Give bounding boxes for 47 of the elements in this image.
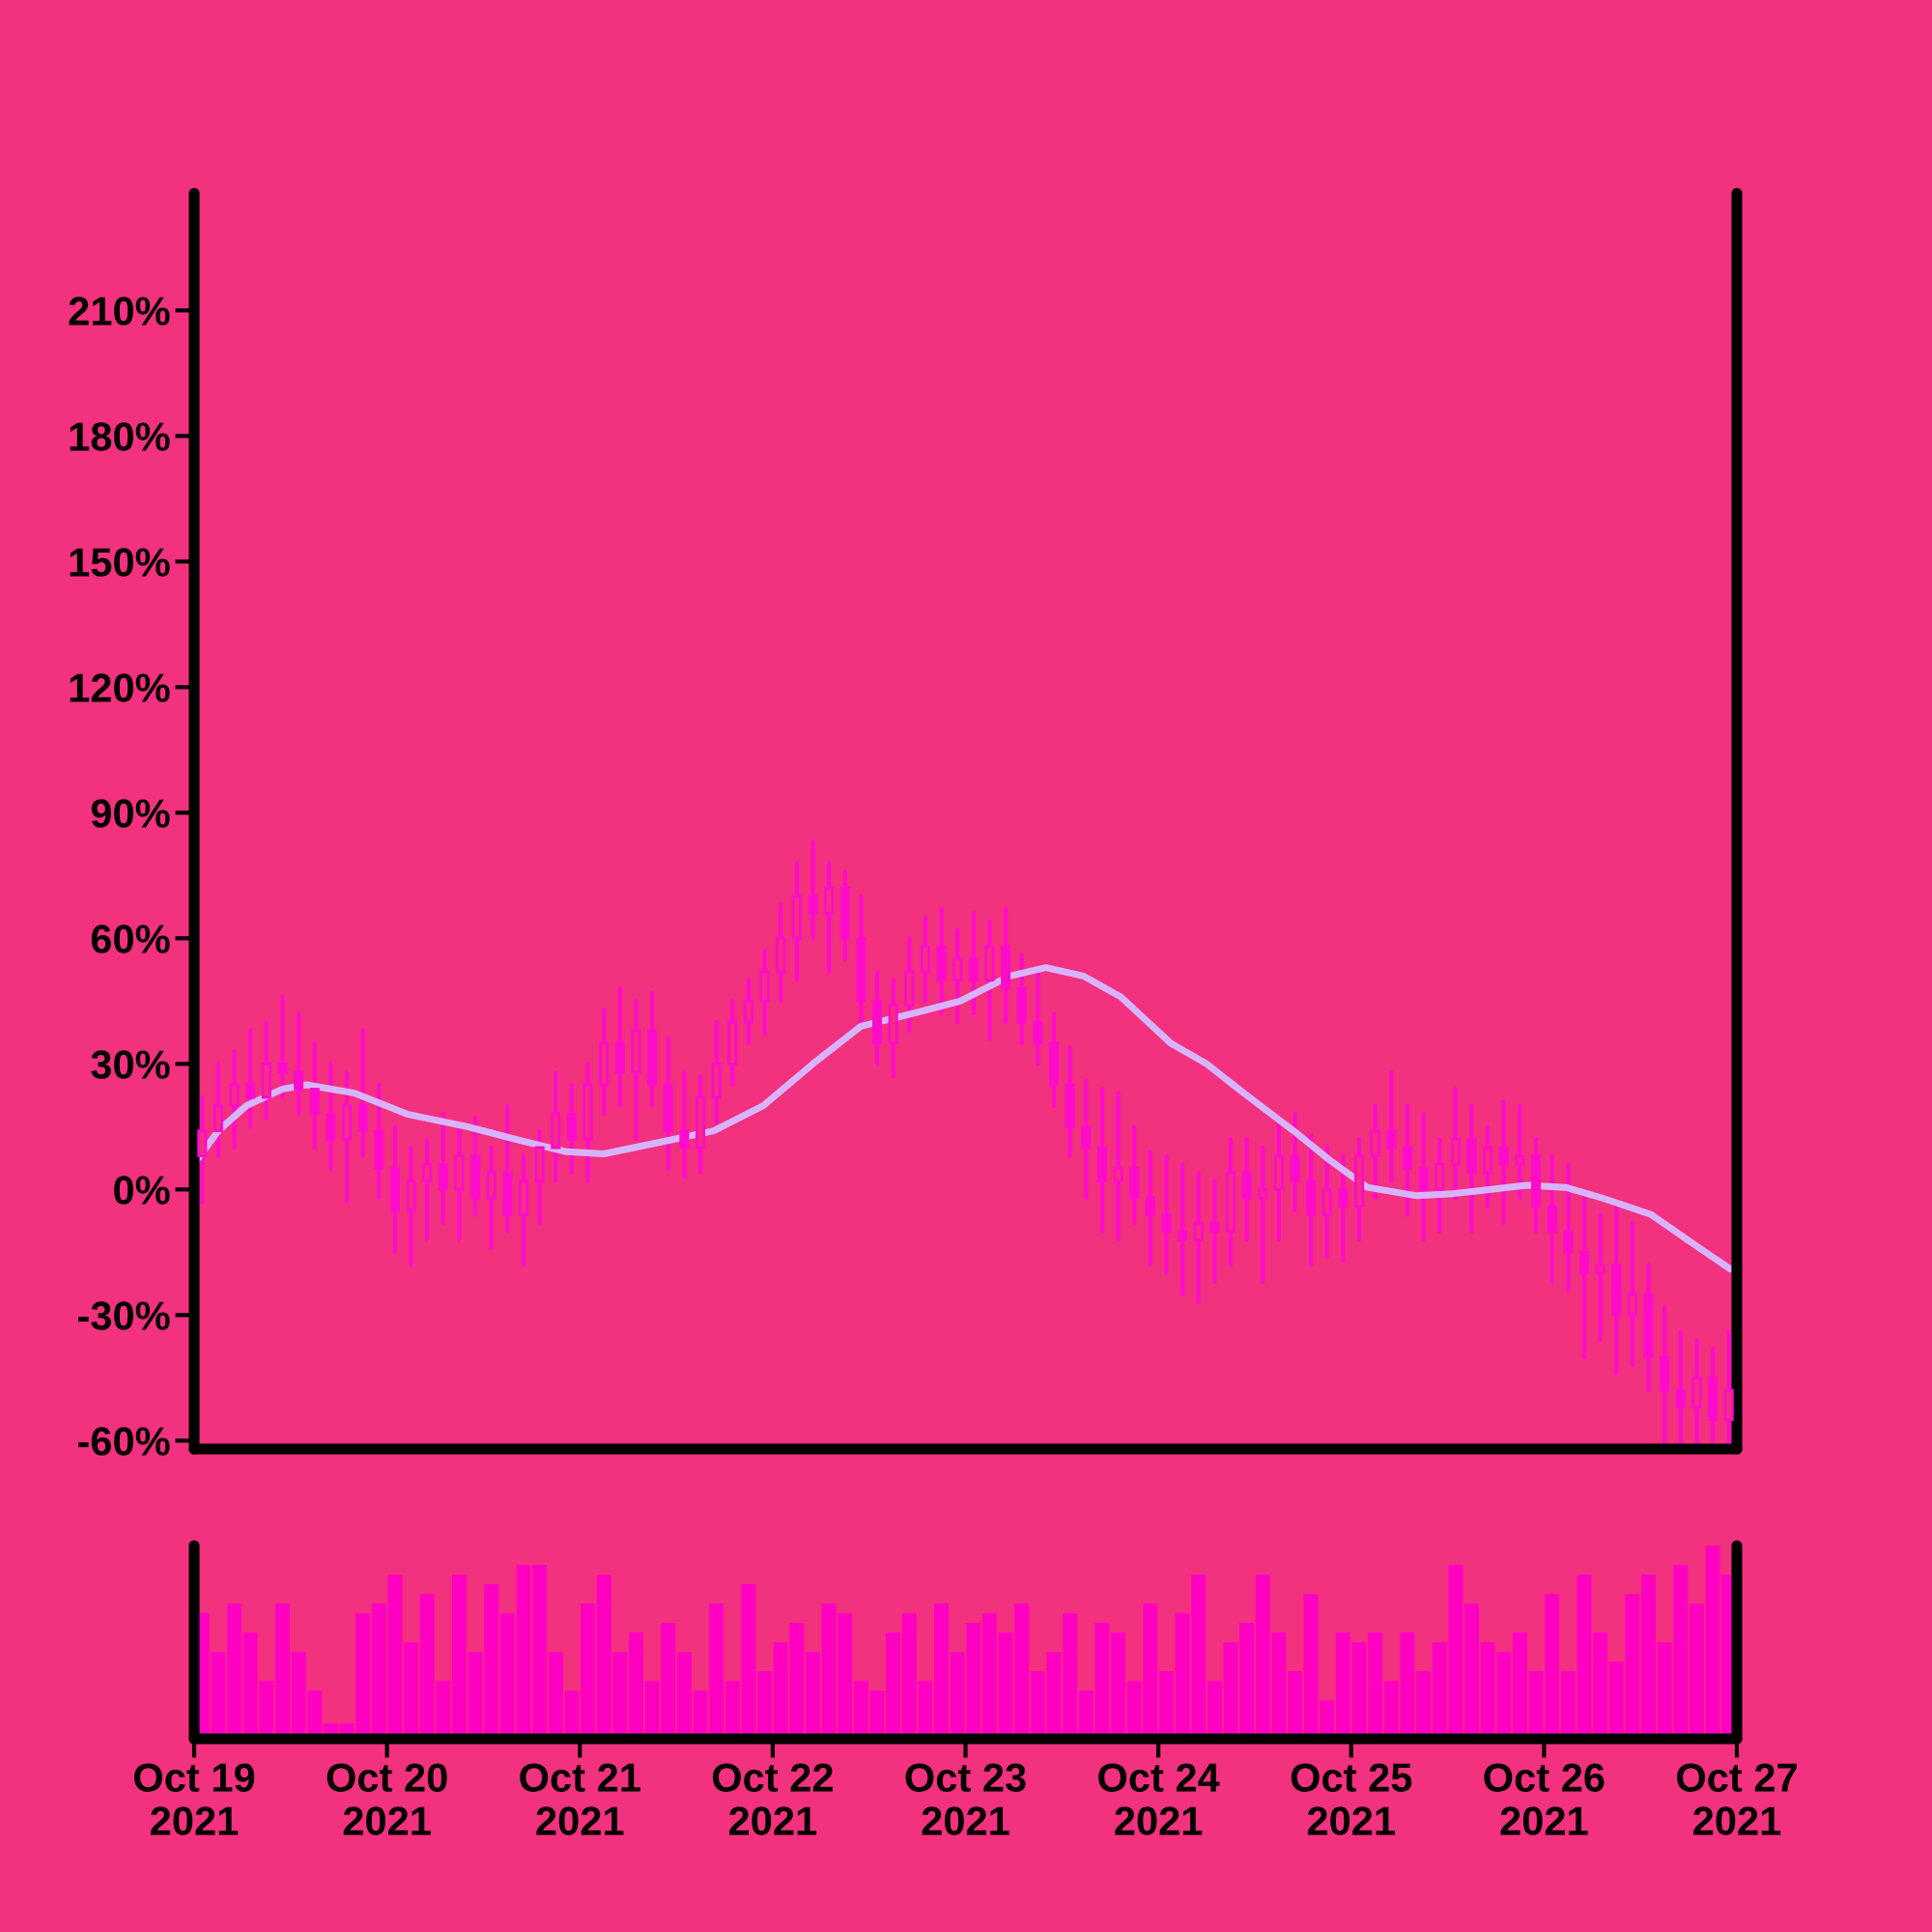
- y-tick-label: 60%: [91, 924, 170, 953]
- candlestick: [422, 1137, 433, 1242]
- candlestick: [808, 839, 818, 941]
- candlestick: [679, 1069, 690, 1179]
- candlestick: [1113, 1091, 1123, 1242]
- candlestick: [245, 1028, 256, 1129]
- candlestick: [1258, 1145, 1268, 1284]
- y-tick-label: 0%: [114, 1176, 170, 1205]
- candlestick: [1402, 1103, 1413, 1217]
- y-tick-label: -60%: [78, 1427, 170, 1456]
- candlestick: [1178, 1162, 1188, 1296]
- candlestick: [1578, 1195, 1590, 1359]
- candlestick: [1498, 1099, 1509, 1226]
- x-tick-label: Oct 20 2021: [327, 1763, 447, 1835]
- y-tick-label: -30%: [78, 1301, 170, 1330]
- y-tick-label: 150%: [70, 548, 170, 577]
- candlestick: [968, 911, 979, 1016]
- y-tick-label: 210%: [69, 297, 170, 326]
- candlestick: [294, 1011, 304, 1117]
- x-tick-label: Oct 27 2021: [1677, 1763, 1797, 1835]
- candlestick: [1627, 1220, 1637, 1368]
- x-tick-label: Oct 24 2021: [1098, 1763, 1220, 1835]
- candlestick: [1386, 1069, 1397, 1183]
- candlestick: [1338, 1153, 1349, 1264]
- x-tick-label: Oct 23 2021: [905, 1763, 1026, 1835]
- candlestick: [1209, 1179, 1220, 1284]
- candlestick: [1193, 1170, 1204, 1305]
- candlestick: [277, 994, 288, 1100]
- candlestick: [1595, 1212, 1605, 1343]
- candlestick: [1145, 1150, 1155, 1267]
- y-tick-label: 120%: [70, 673, 170, 702]
- candlestick: [1161, 1153, 1172, 1276]
- x-tick-label: Oct 19 2021: [134, 1763, 255, 1835]
- candlestick: [743, 978, 753, 1045]
- candlestick: [952, 927, 963, 1025]
- y-tick-label: 90%: [91, 799, 170, 828]
- x-tick-label: Oct 22 2021: [712, 1763, 833, 1835]
- x-tick-label: Oct 25 2021: [1291, 1763, 1412, 1835]
- y-tick-label: 180%: [70, 422, 170, 451]
- candlestick: [1418, 1112, 1429, 1242]
- candlestick: [1081, 1078, 1092, 1201]
- x-tick-label: Oct 26 2021: [1484, 1763, 1605, 1835]
- candlestick: [1515, 1103, 1525, 1201]
- candlestick: [229, 1049, 240, 1151]
- x-tick-label: Oct 21 2021: [520, 1763, 640, 1835]
- candlestick: [1563, 1162, 1574, 1293]
- y-tick-label: 30%: [91, 1050, 170, 1079]
